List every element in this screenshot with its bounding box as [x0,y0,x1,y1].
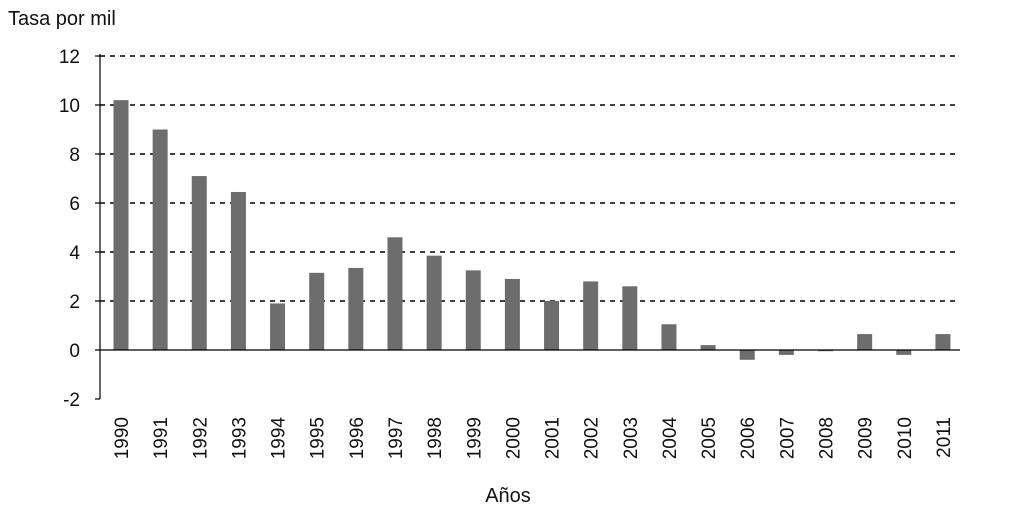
y-tick-labels: -2 0 2 4 6 8 10 12 [59,47,81,411]
x-tick-label: 2011 [934,417,955,458]
x-tick-label: 1994 [269,417,290,460]
bar-2010 [896,350,912,355]
y-tick-label: 10 [59,96,80,117]
x-tick-label: 1991 [151,417,172,459]
y-tick-label: 2 [69,292,80,313]
y-tick-label: 0 [69,341,80,362]
x-tick-label: 2001 [543,417,564,459]
bar-1998 [426,255,442,350]
x-tick-label: 2008 [817,417,838,459]
bar-2006 [739,350,755,360]
bar-1995 [309,272,325,350]
bar-1990 [113,100,129,350]
bar-2000 [504,278,520,350]
x-tick-label: 2009 [856,417,877,459]
y-tick-label: 4 [69,243,80,264]
x-tick-label: 1995 [308,417,329,459]
y-tick-label: 8 [69,145,80,166]
bar-2001 [544,301,560,350]
y-tick-label: 12 [59,47,80,68]
bar-1999 [465,270,481,350]
x-tick-label: 2007 [777,417,798,459]
bar-1997 [387,237,403,350]
bar-1996 [348,267,364,350]
axes [95,54,960,400]
bar-1992 [191,176,207,350]
x-tick-label: 2004 [660,417,681,460]
bar-2008 [818,350,834,352]
x-tick-label: 2006 [738,417,759,459]
y-tick-label: -2 [63,390,80,411]
bar-1991 [152,129,168,350]
bar-2011 [935,334,951,350]
x-tick-label: 1992 [190,417,211,459]
x-tick-label: 2010 [895,417,916,459]
x-tick-labels: 1990 1991 1992 1993 1994 1995 1996 1997 1998 1999… [112,417,955,460]
x-tick-label: 2002 [582,417,603,459]
x-tick-label: 1990 [112,417,133,459]
bar-1994 [270,303,286,350]
bar-2003 [622,286,638,350]
bars [113,100,951,360]
x-tick-label: 1998 [425,417,446,459]
y-tick-label: 6 [69,194,80,215]
bar-2005 [700,345,716,350]
bar-1993 [230,191,246,350]
y-axis-title: Tasa por mil [8,8,116,30]
x-tick-label: 2003 [621,417,642,459]
x-tick-label: 1993 [229,417,250,459]
x-tick-label: 1997 [386,417,407,459]
x-tick-label: 1999 [464,417,485,459]
bar-2004 [661,324,677,350]
bar-2007 [778,350,794,355]
x-tick-label: 2005 [699,417,720,459]
x-axis-title: Años [485,485,531,507]
bar-2009 [857,334,873,350]
bar-2002 [583,281,599,350]
gridlines [100,55,960,302]
x-tick-label: 2000 [503,417,524,459]
x-tick-label: 1996 [347,417,368,459]
